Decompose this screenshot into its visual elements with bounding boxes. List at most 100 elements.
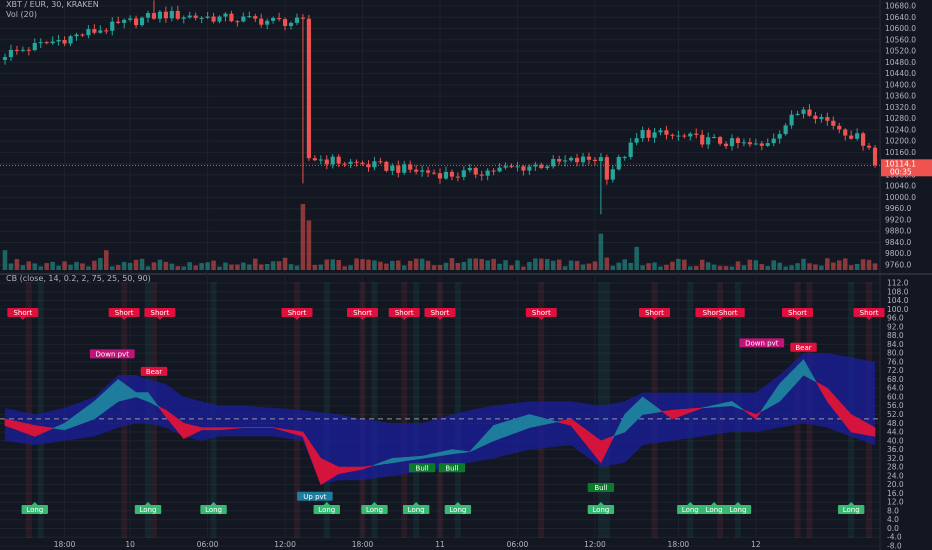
- volume-bar: [431, 265, 437, 270]
- volume-bar: [872, 263, 878, 270]
- volume-bar: [819, 265, 824, 270]
- signal-label: Short: [347, 308, 379, 320]
- signal-label-box: [281, 308, 313, 317]
- volume-bar: [616, 262, 622, 270]
- candle-body: [658, 130, 663, 133]
- volume-bar: [640, 265, 645, 270]
- candle-body: [580, 156, 586, 163]
- price-tick-label: 10320.0: [885, 103, 916, 112]
- volume-bar: [717, 265, 723, 270]
- oscillator-fill: [493, 423, 500, 442]
- signal-label-text: Short: [151, 309, 170, 317]
- volume-bar: [842, 258, 848, 270]
- signal-stripe: [359, 282, 366, 538]
- volume-bar: [562, 266, 568, 270]
- volume-bar: [247, 264, 252, 270]
- signal-label: Long: [134, 502, 162, 514]
- signal-label-box: [639, 308, 671, 317]
- volume-bar: [622, 259, 627, 270]
- volume-bar: [384, 263, 389, 270]
- volume-bar: [121, 261, 127, 270]
- oscillator-fill: [868, 423, 876, 437]
- volume-bar: [407, 260, 413, 270]
- volume-bar: [50, 261, 55, 270]
- volume-bar: [300, 204, 306, 270]
- volume-bar: [598, 233, 604, 270]
- candle-body: [527, 166, 532, 171]
- volume-bar: [80, 263, 85, 270]
- volume-bar: [330, 259, 335, 270]
- volume-bar: [753, 260, 759, 270]
- candle-body: [372, 161, 377, 168]
- candle-body: [20, 49, 25, 51]
- volume-bar: [467, 258, 473, 270]
- oscillator-fill: [16, 421, 24, 433]
- candle-body: [843, 129, 848, 136]
- oscillator-fill: [517, 415, 524, 433]
- candle-body: [56, 39, 61, 42]
- signal-label-pointer: [156, 317, 163, 320]
- signal-label: Bull: [587, 483, 615, 493]
- oscillator-tick-label: 44.0: [887, 428, 904, 437]
- price-tick-label: 9960.0: [885, 204, 911, 213]
- volume-bar: [354, 258, 359, 270]
- signal-label-text: Long: [318, 506, 335, 514]
- oscillator-tick-label: 60.0: [887, 392, 904, 401]
- oscillator-tick-label: -8.0: [887, 542, 902, 550]
- indicator-title: CB (close, 14, 0.2, 2, 75, 25, 50, 90): [6, 274, 151, 283]
- candles: [2, 0, 878, 215]
- price-tag-value: 10114.1: [885, 159, 916, 168]
- volume-bar: [831, 262, 836, 270]
- oscillator-fill: [338, 466, 345, 475]
- volume-bar: [628, 262, 633, 270]
- signal-label-pointer: [359, 317, 366, 320]
- candle-body: [420, 170, 425, 172]
- oscillator-fill: [541, 417, 548, 426]
- volume-bar: [419, 258, 425, 270]
- candle-body: [467, 168, 472, 171]
- price-tag: [881, 159, 932, 177]
- candle-body: [485, 170, 490, 176]
- candle-body: [509, 166, 514, 168]
- candle-body: [300, 17, 306, 19]
- oscillator-tick-label: 48.0: [887, 419, 904, 428]
- volume-bar: [413, 258, 419, 270]
- oscillator-fill: [326, 460, 334, 482]
- signal-label-text: Bear: [795, 344, 811, 352]
- candle-body: [634, 138, 639, 143]
- band-fill: [4, 353, 876, 485]
- oscillator-fill: [344, 466, 351, 473]
- candle-body: [271, 18, 276, 21]
- candle-body: [628, 142, 633, 157]
- candle-body: [50, 41, 55, 44]
- volume-bar: [670, 261, 675, 270]
- signal-label-box: [677, 505, 704, 514]
- volume-bar: [2, 250, 8, 270]
- candle-body: [425, 170, 431, 173]
- oscillator-tick-label: 96.0: [887, 314, 904, 323]
- time-tick-label: 18:00: [54, 540, 76, 549]
- candle-body: [44, 42, 49, 44]
- volume-bar: [396, 260, 401, 270]
- volume-bar: [610, 265, 616, 270]
- candle-body: [247, 16, 252, 18]
- volume-bar: [455, 262, 461, 270]
- signal-label: Long: [313, 502, 340, 514]
- signal-label-text: Short: [395, 309, 414, 317]
- volume-bar: [729, 266, 735, 270]
- candle-body: [771, 138, 776, 144]
- signal-label-box: [408, 463, 436, 473]
- volume-bars: [2, 204, 878, 270]
- volume-bar: [175, 266, 181, 270]
- oscillator-tick-label: 88.0: [887, 331, 904, 340]
- oscillator-tick-label: 80.0: [887, 349, 904, 358]
- oscillator-tick-label: 28.0: [887, 463, 904, 472]
- candle-body: [128, 18, 133, 20]
- volume-bar: [336, 259, 341, 270]
- candle-body: [2, 57, 8, 60]
- symbol-title: XBT / EUR, 30, KRAKEN: [6, 0, 99, 9]
- signal-label-text: Up pvt: [303, 493, 326, 501]
- candle-body: [259, 18, 264, 25]
- signal-label-box: [89, 349, 135, 359]
